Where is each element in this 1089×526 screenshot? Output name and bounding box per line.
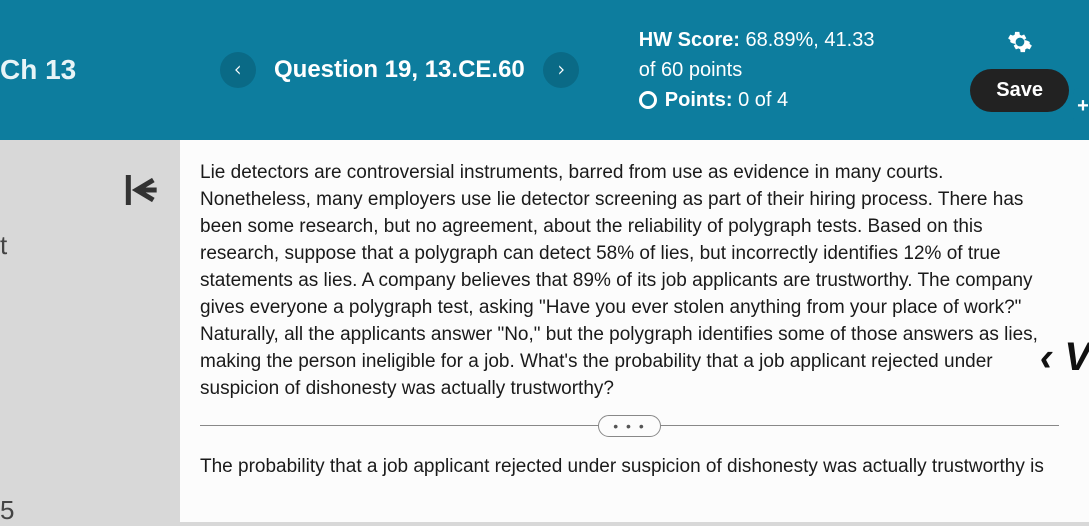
points-value: 0 of 4 bbox=[738, 89, 788, 111]
question-title: Question 19, 13.CE.60 bbox=[274, 56, 525, 84]
hw-score-value: 68.89%, 41.33 bbox=[745, 29, 874, 51]
points-status-icon bbox=[639, 91, 657, 109]
question-text: Lie detectors are controversial instrume… bbox=[200, 160, 1059, 403]
hw-score-label: HW Score: bbox=[639, 29, 740, 51]
answer-stem: The probability that a job applicant rej… bbox=[200, 456, 1059, 478]
collapse-button[interactable] bbox=[120, 170, 160, 210]
question-content: Lie detectors are controversial instrume… bbox=[180, 140, 1089, 522]
chevron-right-icon bbox=[554, 63, 568, 77]
next-question-button[interactable] bbox=[543, 52, 579, 88]
gear-icon bbox=[1007, 29, 1033, 55]
section-divider: • • • bbox=[200, 425, 1059, 426]
header-right-controls: Save bbox=[970, 29, 1069, 112]
save-button[interactable]: Save bbox=[970, 69, 1069, 112]
settings-button[interactable] bbox=[1007, 29, 1033, 55]
assignment-header: Ch 13 Question 19, 13.CE.60 HW Score: 68… bbox=[0, 0, 1089, 140]
chapter-label: Ch 13 bbox=[0, 54, 160, 86]
points-label: Points: bbox=[665, 89, 733, 111]
expand-button[interactable]: • • • bbox=[598, 415, 660, 437]
question-nav: Question 19, 13.CE.60 bbox=[220, 52, 579, 88]
collapse-left-icon bbox=[120, 170, 160, 210]
fragment-left-t: t bbox=[0, 230, 7, 261]
chevron-left-icon bbox=[231, 63, 245, 77]
fragment-right-v: ‹ V bbox=[1040, 335, 1089, 380]
fragment-left-5: 5 bbox=[0, 495, 14, 526]
score-block: HW Score: 68.89%, 41.33 of 60 points Poi… bbox=[639, 25, 971, 115]
fragment-plus-badge: + bbox=[1073, 88, 1089, 124]
prev-question-button[interactable] bbox=[220, 52, 256, 88]
hw-score-line2: of 60 points bbox=[639, 55, 971, 85]
